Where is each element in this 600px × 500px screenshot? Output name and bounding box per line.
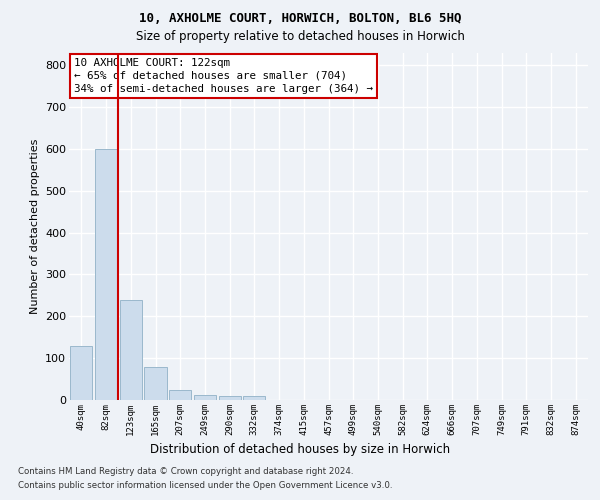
Bar — [169, 390, 191, 400]
Bar — [243, 396, 265, 400]
Text: Contains public sector information licensed under the Open Government Licence v3: Contains public sector information licen… — [18, 481, 392, 490]
Text: Contains HM Land Registry data © Crown copyright and database right 2024.: Contains HM Land Registry data © Crown c… — [18, 468, 353, 476]
Text: 10, AXHOLME COURT, HORWICH, BOLTON, BL6 5HQ: 10, AXHOLME COURT, HORWICH, BOLTON, BL6 … — [139, 12, 461, 26]
Text: Distribution of detached houses by size in Horwich: Distribution of detached houses by size … — [150, 442, 450, 456]
Text: 10 AXHOLME COURT: 122sqm
← 65% of detached houses are smaller (704)
34% of semi-: 10 AXHOLME COURT: 122sqm ← 65% of detach… — [74, 58, 373, 94]
Bar — [145, 366, 167, 400]
Text: Size of property relative to detached houses in Horwich: Size of property relative to detached ho… — [136, 30, 464, 43]
Bar — [70, 346, 92, 400]
Bar — [119, 300, 142, 400]
Bar — [194, 395, 216, 400]
Bar — [218, 396, 241, 400]
Y-axis label: Number of detached properties: Number of detached properties — [29, 138, 40, 314]
Bar — [95, 149, 117, 400]
